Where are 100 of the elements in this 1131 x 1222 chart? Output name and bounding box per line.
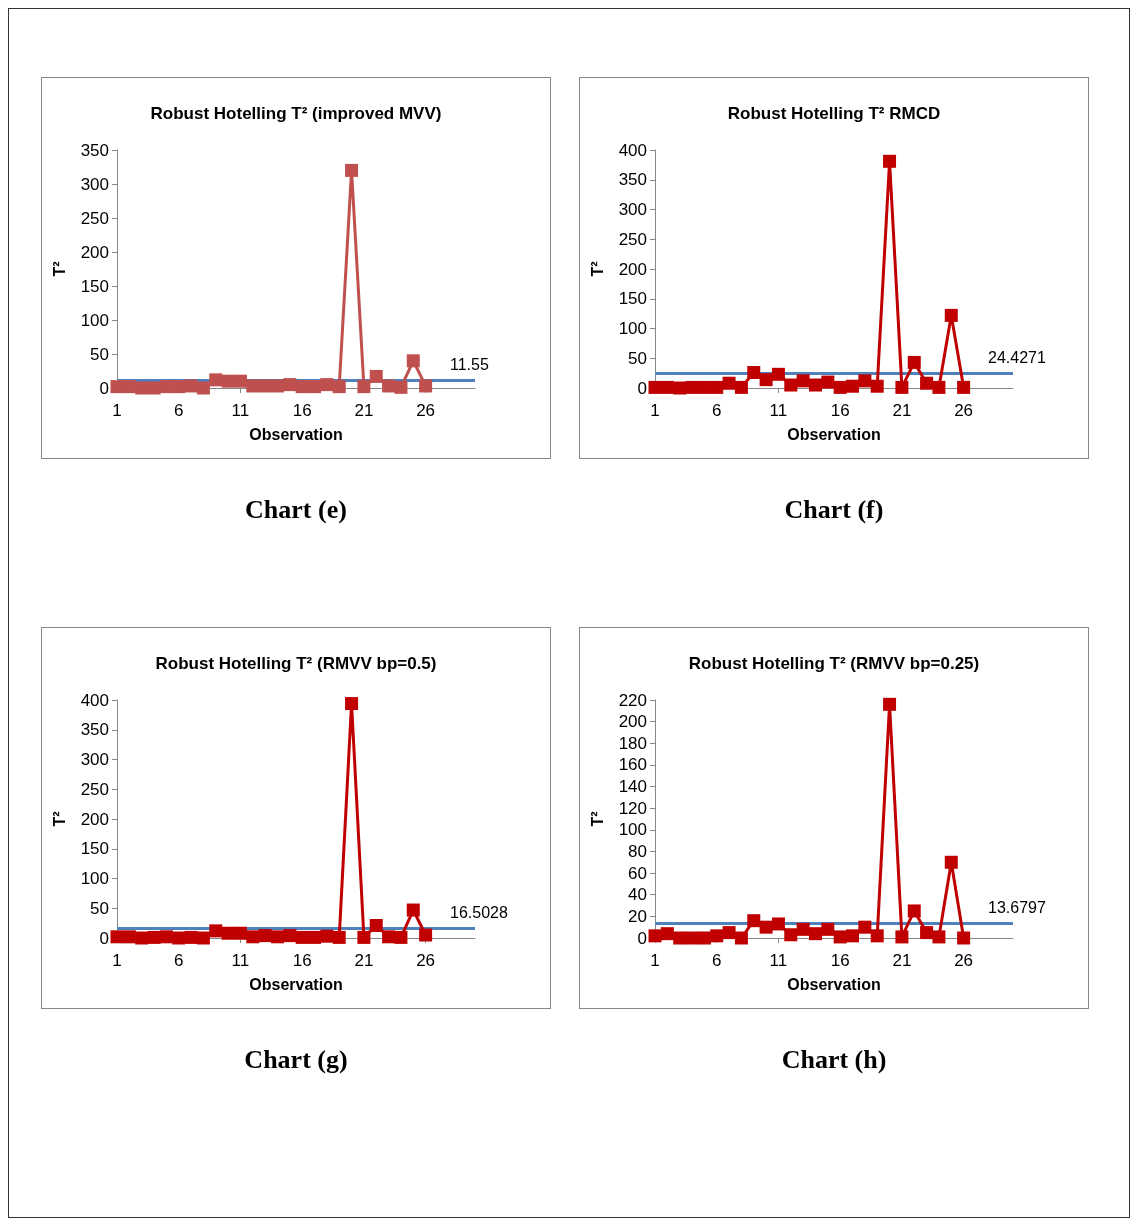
- point: [295, 380, 309, 394]
- x-tick-label: 11: [231, 401, 250, 420]
- point: [821, 922, 835, 936]
- point: [944, 855, 958, 869]
- point: [858, 920, 872, 934]
- point: [920, 926, 934, 940]
- y-tick-label: 140: [618, 777, 647, 797]
- y-tick-label: 250: [80, 208, 109, 228]
- chart-title: Robust Hotelling T² RMCD: [727, 104, 941, 123]
- point: [697, 380, 711, 394]
- point: [209, 924, 223, 938]
- point: [122, 380, 136, 394]
- point: [196, 931, 210, 945]
- y-axis-title: T²: [50, 261, 68, 277]
- y-tick-label: 50: [628, 348, 647, 368]
- x-axis-title: Observation: [787, 975, 881, 993]
- x-tick-label: 6: [711, 401, 722, 420]
- point: [184, 930, 198, 944]
- point: [722, 926, 736, 940]
- point: [734, 931, 748, 945]
- point: [821, 375, 835, 389]
- ref-line-label: 11.55: [450, 355, 489, 373]
- point: [320, 378, 334, 392]
- text: Chart (e): [244, 495, 348, 525]
- chart-title: Robust Hotelling T² (RMVV bp=0.25): [688, 654, 980, 673]
- y-tick-label: 200: [618, 259, 647, 279]
- point: [184, 379, 198, 393]
- x-tick-label: 21: [354, 401, 374, 420]
- point: [221, 926, 235, 940]
- ref-line-label: 24.4271: [988, 348, 1046, 366]
- y-tick-label: 250: [80, 779, 109, 799]
- x-tick-label: 16: [830, 951, 850, 970]
- point: [710, 929, 724, 943]
- point: [920, 376, 934, 390]
- point: [345, 697, 359, 711]
- point: [722, 376, 736, 390]
- x-tick-label: 1: [112, 401, 122, 420]
- point: [833, 380, 847, 394]
- y-tick-label: 0: [637, 378, 647, 398]
- point: [419, 379, 433, 393]
- point: [697, 931, 711, 945]
- point: [332, 380, 346, 394]
- y-tick-label: 180: [618, 733, 647, 753]
- point: [172, 380, 186, 394]
- point: [883, 697, 897, 711]
- point: [648, 380, 662, 394]
- point: [734, 380, 748, 394]
- y-tick-label: 200: [80, 809, 109, 829]
- x-tick-label: 21: [354, 951, 374, 970]
- y-tick-label: 50: [90, 898, 109, 918]
- point: [246, 379, 260, 393]
- point: [295, 930, 309, 944]
- y-tick-label: 200: [618, 712, 647, 732]
- point: [209, 373, 223, 387]
- point: [759, 373, 773, 387]
- point: [283, 378, 297, 392]
- x-tick-label: 26: [416, 951, 436, 970]
- x-axis-title: Observation: [249, 975, 343, 993]
- point: [382, 930, 396, 944]
- x-tick-label: 11: [769, 401, 788, 420]
- point: [660, 927, 674, 941]
- y-tick-label: 40: [628, 885, 647, 905]
- x-tick-label: 21: [892, 401, 912, 420]
- point: [357, 380, 371, 394]
- y-tick-label: 0: [99, 928, 109, 948]
- point: [870, 379, 884, 393]
- point: [808, 378, 822, 392]
- x-tick-label: 16: [292, 951, 312, 970]
- point: [833, 930, 847, 944]
- y-tick-label: 220: [618, 690, 647, 710]
- y-tick-label: 200: [80, 242, 109, 262]
- y-tick-label: 160: [618, 755, 647, 775]
- y-tick-label: 60: [628, 863, 647, 883]
- point: [747, 914, 761, 928]
- x-tick-label: 26: [954, 401, 974, 420]
- point: [135, 931, 149, 945]
- x-axis-title: Observation: [787, 425, 881, 443]
- point: [710, 380, 724, 394]
- point: [147, 930, 161, 944]
- x-tick-label: 26: [416, 401, 436, 420]
- point: [419, 928, 433, 942]
- point: [870, 929, 884, 943]
- point: [771, 917, 785, 931]
- y-tick-label: 400: [618, 140, 647, 160]
- point: [308, 930, 322, 944]
- point: [258, 929, 272, 943]
- y-tick-label: 120: [618, 798, 647, 818]
- point: [957, 931, 971, 945]
- point: [258, 379, 272, 393]
- point: [135, 381, 149, 395]
- point: [332, 930, 346, 944]
- point: [796, 922, 810, 936]
- point: [907, 355, 921, 369]
- point: [233, 926, 247, 940]
- point: [784, 378, 798, 392]
- point: [796, 374, 810, 388]
- point: [196, 381, 210, 395]
- point: [932, 380, 946, 394]
- x-tick-label: 6: [173, 401, 184, 420]
- y-tick-label: 300: [618, 200, 647, 219]
